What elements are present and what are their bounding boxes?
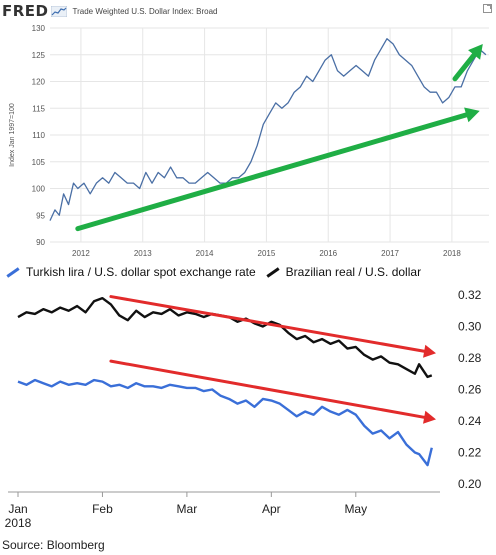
green-trend-arrow-1-head: [464, 107, 480, 123]
fred-chart-panel: 90 95 100 105 110 115 120 125 130 2012 2013 2014 201…: [0, 0, 496, 262]
red-trend-arrow-1-head: [423, 344, 436, 358]
fred-y-tick-label: 125: [32, 51, 46, 60]
turkey-series-line: [17, 378, 433, 467]
red-trend-arrow-1-shaft: [109, 295, 426, 353]
fred-series-title: Trade Weighted U.S. Dollar Index: Broad: [72, 6, 218, 16]
fred-y-tick-label: 115: [32, 104, 45, 113]
fred-x-tick-label: 2018: [443, 249, 461, 258]
fred-logo[interactable]: FRED: [2, 2, 49, 20]
fred-y-tick-label: 100: [32, 185, 46, 194]
fred-y-axis-label: Index Jan 1997=100: [9, 103, 16, 167]
source-note: Source: Bloomberg: [2, 538, 105, 552]
bloomberg-x-tick-label: 2018: [5, 516, 32, 530]
brazil-series-line: [17, 296, 433, 379]
fred-chart-svg: 90 95 100 105 110 115 120 125 130 2012 2013 2014 201…: [9, 24, 489, 258]
fred-x-tick-label: 2014: [196, 249, 214, 258]
fred-y-tick-label: 130: [32, 24, 46, 33]
legend-label-brazil: Brazilian real / U.S. dollar: [285, 265, 422, 279]
fred-y-tick-label: 95: [36, 211, 45, 220]
green-trend-arrow-2-shaft: [452, 52, 477, 82]
fred-graph-icon: [50, 5, 67, 17]
fred-header: FRED Trade Weighted U.S. Dollar Index: B…: [2, 2, 217, 20]
expand-icon[interactable]: [483, 4, 492, 13]
fred-series-line: [49, 38, 487, 221]
fred-x-tick-label: 2017: [381, 249, 399, 258]
bloomberg-chart-panel: 0.20 0.22 0.24 0.26 0.28 0.30 0.32 Jan 2018 Feb Ma…: [0, 262, 496, 555]
legend-item-turkey: Turkish lira / U.S. dollar spot exchange…: [6, 265, 256, 279]
fred-x-tick-label: 2013: [134, 249, 152, 258]
fred-y-tick-label: 120: [32, 78, 46, 87]
green-trend-arrow-2-head: [468, 44, 483, 60]
bloomberg-x-tick-label: May: [344, 502, 367, 516]
fred-x-tick-label: 2015: [258, 249, 276, 258]
bloomberg-x-tick-label: Mar: [177, 502, 198, 516]
bloomberg-y-tick-label: 0.30: [458, 320, 482, 334]
red-trend-arrow-2-head: [423, 410, 436, 424]
legend-swatch-turkey: [6, 266, 20, 278]
bloomberg-y-tick-label: 0.32: [458, 288, 482, 302]
fred-x-tick-label: 2012: [72, 249, 90, 258]
green-trend-arrow-1-shaft: [75, 112, 469, 232]
legend-item-brazil: Brazilian real / U.S. dollar: [266, 265, 421, 279]
bloomberg-y-tick-label: 0.28: [458, 351, 482, 365]
legend-swatch-brazil: [266, 266, 280, 278]
bloomberg-y-tick-label: 0.24: [458, 414, 482, 428]
bloomberg-x-tick-label: Apr: [262, 502, 281, 516]
fred-y-tick-label: 110: [32, 131, 45, 140]
bloomberg-y-tick-label: 0.26: [458, 383, 482, 397]
fred-y-tick-label: 90: [36, 238, 45, 247]
bloomberg-y-tick-label: 0.22: [458, 446, 482, 460]
red-trend-arrow-2-shaft: [109, 359, 426, 419]
fred-x-tick-label: 2016: [319, 249, 337, 258]
bloomberg-x-tick-label: Jan: [8, 502, 27, 516]
legend-label-turkey: Turkish lira / U.S. dollar spot exchange…: [26, 265, 256, 279]
fred-y-tick-label: 105: [32, 158, 46, 167]
bloomberg-y-tick-label: 0.20: [458, 477, 482, 491]
bloomberg-legend: Turkish lira / U.S. dollar spot exchange…: [6, 264, 431, 280]
bloomberg-x-tick-label: Feb: [92, 502, 113, 516]
